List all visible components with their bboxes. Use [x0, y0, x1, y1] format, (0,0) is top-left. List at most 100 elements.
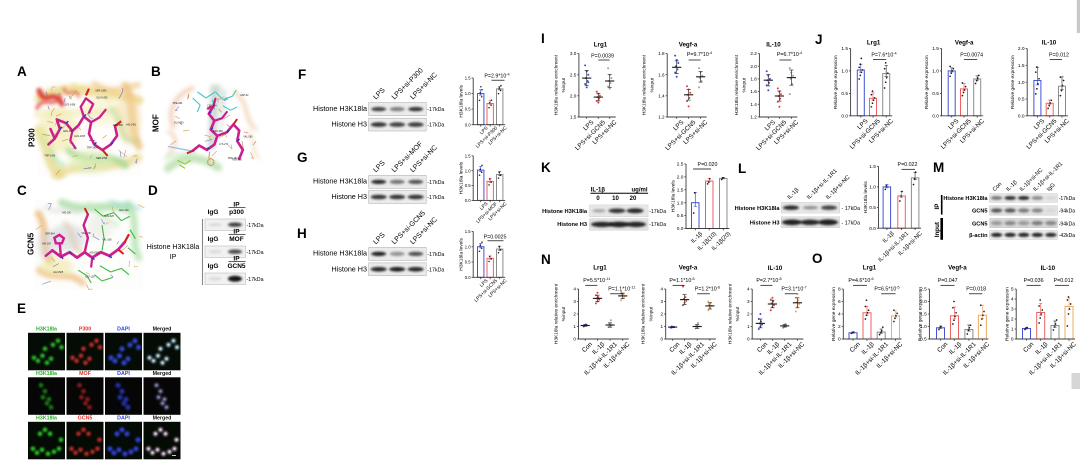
svg-text:4: 4 — [838, 312, 841, 318]
svg-text:IgG: IgG — [1046, 182, 1057, 193]
svg-text:P=1.2*10-6: P=1.2*10-6 — [695, 286, 720, 293]
svg-text:ug/ml: ug/ml — [632, 187, 648, 193]
svg-text:Histone H3: Histone H3 — [750, 221, 780, 227]
svg-text:1.5: 1.5 — [932, 46, 939, 52]
svg-text:H3K18la levels: H3K18la levels — [459, 161, 465, 194]
svg-text:H3K18la levels: H3K18la levels — [671, 180, 677, 213]
svg-text:Relative gene expression: Relative gene expression — [1005, 287, 1011, 341]
svg-text:2: 2 — [747, 312, 750, 317]
svg-text:0.5: 0.5 — [932, 91, 939, 97]
svg-text:0.5: 0.5 — [1018, 97, 1025, 103]
svg-text:Histone H3K18la: Histone H3K18la — [147, 244, 200, 251]
svg-text:Merged: Merged — [153, 371, 172, 377]
svg-text:Merged: Merged — [153, 327, 172, 333]
svg-text:10: 10 — [612, 196, 619, 202]
svg-text:0: 0 — [661, 337, 664, 342]
svg-text:-17kDa: -17kDa — [247, 277, 264, 283]
svg-text:ASN-286: ASN-286 — [232, 158, 242, 161]
svg-text:Histone H3K18la: Histone H3K18la — [542, 209, 588, 215]
svg-text:H3K18la: H3K18la — [36, 371, 57, 377]
svg-text:Lrg1: Lrg1 — [594, 42, 608, 49]
svg-text:Histone H3: Histone H3 — [331, 120, 367, 129]
svg-text:H3K18la relative enrichment: H3K18la relative enrichment — [641, 283, 647, 344]
svg-text:1.0: 1.0 — [677, 200, 684, 206]
svg-text:SER-1396: SER-1396 — [95, 89, 107, 92]
svg-text:%input: %input — [649, 77, 655, 92]
svg-text:LEU-126: LEU-126 — [85, 276, 95, 279]
svg-text:2.0: 2.0 — [920, 299, 927, 305]
svg-text:H3K18la relative enrichment: H3K18la relative enrichment — [554, 54, 560, 115]
svg-text:%input: %input — [735, 306, 741, 321]
svg-text:3: 3 — [1011, 307, 1014, 313]
svg-text:Relative gene expression: Relative gene expression — [924, 55, 930, 109]
svg-text:-17kDa: -17kDa — [1059, 196, 1076, 202]
svg-text:4: 4 — [661, 287, 664, 292]
svg-text:H3K18la relative enrichment: H3K18la relative enrichment — [727, 283, 733, 344]
svg-text:5: 5 — [1011, 287, 1014, 293]
svg-text:P=7.6*10-4: P=7.6*10-4 — [871, 52, 896, 59]
svg-text:4: 4 — [1011, 297, 1014, 303]
svg-text:1.8: 1.8 — [750, 77, 757, 82]
svg-text:Vegf-a: Vegf-a — [679, 265, 698, 272]
svg-text:TRP-1436: TRP-1436 — [44, 155, 56, 158]
svg-text:Histone H3: Histone H3 — [557, 222, 587, 228]
svg-text:2.0: 2.0 — [570, 93, 577, 98]
svg-text:1.0: 1.0 — [841, 69, 848, 75]
svg-text:2.2: 2.2 — [750, 51, 757, 56]
svg-text:2: 2 — [661, 312, 664, 317]
svg-text:1.5: 1.5 — [869, 164, 876, 170]
svg-text:%input: %input — [648, 306, 654, 321]
svg-text:GLN-525: GLN-525 — [104, 215, 114, 218]
svg-text:P=0.0025: P=0.0025 — [484, 235, 507, 241]
svg-text:Lrg1: Lrg1 — [867, 40, 881, 47]
svg-text:1.0: 1.0 — [465, 168, 471, 173]
svg-text:P300: P300 — [79, 327, 91, 333]
svg-text:1: 1 — [573, 324, 576, 329]
svg-text:HIS-100: HIS-100 — [42, 242, 51, 245]
svg-text:P=9.7*10-4: P=9.7*10-4 — [687, 51, 712, 58]
svg-text:Histone H3K18la: Histone H3K18la — [313, 104, 367, 113]
svg-text:Vegf-a: Vegf-a — [679, 42, 698, 49]
svg-text:0.0: 0.0 — [869, 226, 876, 232]
svg-text:- 17kDa: - 17kDa — [842, 206, 861, 212]
svg-text:-17kDa: -17kDa — [427, 180, 444, 186]
svg-text:P300: P300 — [28, 128, 37, 147]
svg-text:%input: %input — [561, 306, 567, 321]
svg-text:LYS-274: LYS-274 — [219, 143, 229, 146]
svg-text:H3K18la relative enrichment: H3K18la relative enrichment — [642, 54, 648, 115]
svg-text:H3K18la levels: H3K18la levels — [459, 238, 465, 271]
svg-text:-17kDa: -17kDa — [649, 222, 666, 228]
svg-text:p300: p300 — [229, 209, 244, 216]
svg-text:3: 3 — [573, 299, 576, 304]
svg-text:Lrg1: Lrg1 — [593, 265, 607, 272]
svg-text:N: N — [541, 252, 551, 267]
svg-text:1.0: 1.0 — [920, 324, 927, 330]
svg-text:P=0.022: P=0.022 — [898, 162, 918, 168]
svg-text:MOF: MOF — [229, 236, 243, 243]
svg-text:H3K18la levels: H3K18la levels — [863, 181, 869, 214]
svg-text:Histone H3: Histone H3 — [331, 192, 367, 201]
svg-text:HIS-1451: HIS-1451 — [126, 124, 137, 127]
svg-text:-17kDa: -17kDa — [427, 267, 444, 273]
svg-text:1.5: 1.5 — [1018, 63, 1025, 69]
svg-text:0.5: 0.5 — [841, 91, 848, 97]
svg-text:GCN5: GCN5 — [78, 416, 93, 422]
svg-text:0: 0 — [596, 196, 600, 202]
svg-text:Histone H3K18la: Histone H3K18la — [313, 249, 367, 258]
svg-text:0.0: 0.0 — [677, 226, 684, 232]
svg-text:1.2: 1.2 — [658, 115, 665, 120]
svg-text:HIS-100: HIS-100 — [62, 211, 71, 214]
svg-text:B: B — [151, 64, 161, 79]
svg-text:ASN-286: ASN-286 — [213, 130, 223, 133]
svg-text:0.5: 0.5 — [677, 213, 684, 219]
svg-text:-17kDa: -17kDa — [649, 209, 666, 215]
svg-text:0.5: 0.5 — [465, 107, 471, 112]
svg-text:1: 1 — [1011, 327, 1014, 333]
svg-text:H3K18la relative enrichment: H3K18la relative enrichment — [554, 283, 560, 344]
svg-text:P=0.036: P=0.036 — [1024, 278, 1044, 284]
svg-text:TRP-1436: TRP-1436 — [87, 146, 99, 149]
svg-text:0: 0 — [1011, 337, 1014, 343]
svg-text:0.5: 0.5 — [465, 260, 471, 265]
svg-text:- 17kDa: - 17kDa — [842, 221, 861, 227]
svg-text:0.0: 0.0 — [465, 122, 471, 127]
